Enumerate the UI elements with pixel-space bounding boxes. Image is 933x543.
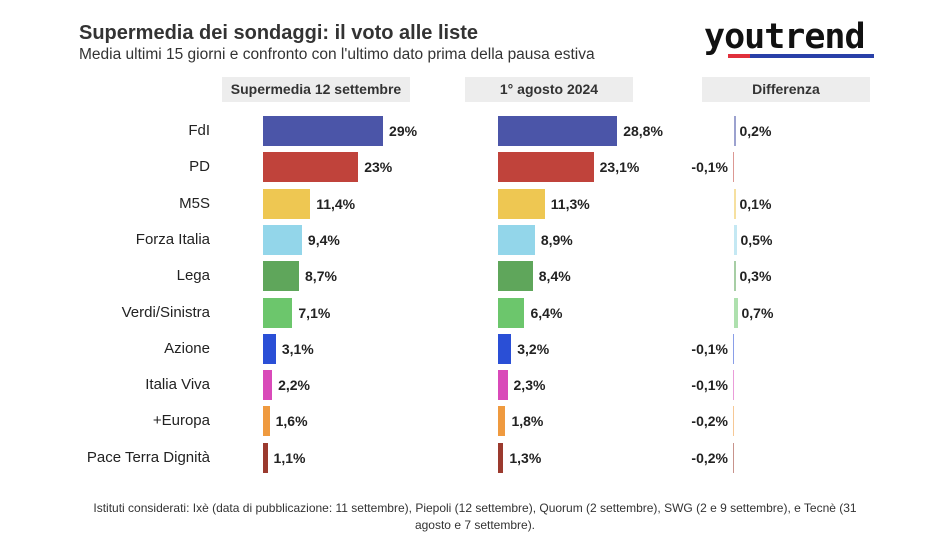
bar-supermedia [263,188,311,219]
bar-supermedia [263,442,268,473]
footnote: Istituti considerati: Ixè (data di pubbl… [93,501,857,532]
bar-agosto [498,116,618,146]
value-label: 0,7% [741,304,774,321]
party-label: M5S [179,194,210,212]
value-label: 1,6% [275,413,308,430]
logo-text: youtrend [704,17,866,57]
party-label: Azione [164,339,210,357]
party-label: Pace Terra Dignità [86,448,210,466]
value-label: -0,2% [691,413,728,430]
bar-supermedia [263,370,273,401]
bar-differenza [734,116,736,146]
bar-agosto [498,152,594,183]
bar-differenza [734,297,738,328]
bar-agosto [498,188,545,219]
bar-supermedia [263,116,384,146]
value-label: 8,4% [538,268,571,285]
value-label: 29% [389,123,418,139]
bar-agosto [498,442,504,473]
party-label: FdI [188,122,210,139]
bar-differenza [734,261,736,292]
value-label: 2,3% [513,377,546,394]
bar-differenza [732,406,734,437]
column-header-supermedia: Supermedia 12 settembre [222,77,410,102]
chart-title: Supermedia dei sondaggi: il voto alle li… [79,22,478,44]
value-label: 8,9% [540,231,573,248]
column-header-differenza: Differenza [702,77,870,102]
youtrend-logo: youtrend [704,20,876,60]
value-label: 3,1% [281,340,314,357]
value-label: 0,2% [739,123,772,139]
bar-differenza [732,152,734,183]
value-label: 11,3% [550,195,590,212]
party-label: PD [189,158,210,176]
value-label: 9,4% [307,231,340,248]
value-label: 0,1% [739,195,772,212]
column-header-agosto: 1° agosto 2024 [465,77,633,102]
value-label: 1,8% [511,413,544,430]
bar-supermedia [263,406,270,437]
bar-agosto [498,406,506,437]
bar-agosto [498,261,533,292]
value-label: 3,2% [517,340,550,357]
bar-supermedia [263,297,293,328]
party-label: +Europa [152,412,210,430]
value-label: -0,1% [691,340,728,357]
value-label: 8,7% [305,268,337,285]
bar-differenza [732,370,734,401]
bar-agosto [498,224,535,255]
party-label: Lega [176,267,210,285]
value-label: -0,1% [691,377,728,394]
bar-differenza [734,224,737,255]
chart-subtitle: Media ultimi 15 giorni e confronto con l… [79,46,595,63]
value-label: 1,1% [273,449,306,466]
value-label: 2,2% [278,377,311,394]
value-label: 0,5% [740,231,773,248]
value-label: 1,3% [509,449,542,466]
value-label: 23% [364,159,393,176]
value-label: 7,1% [298,304,331,321]
bar-agosto [498,297,525,328]
bar-supermedia [263,224,302,255]
bar-supermedia [263,333,276,364]
value-label: 0,3% [739,268,772,285]
value-label: -0,1% [691,159,728,176]
value-label: 28,8% [623,123,663,139]
bar-differenza [732,442,734,473]
value-label: 23,1% [599,159,640,176]
value-label: 11,4% [316,195,356,212]
party-label: Italia Viva [145,376,210,394]
bar-supermedia [263,261,300,292]
value-label: 6,4% [530,304,563,321]
party-label: Verdi/Sinistra [121,303,210,321]
bar-supermedia [263,152,359,183]
bar-agosto [498,370,508,401]
bar-differenza [734,188,736,219]
value-label: -0,2% [691,449,728,466]
bar-differenza [732,333,734,364]
bar-agosto [498,333,512,364]
party-label: Forza Italia [135,230,210,248]
